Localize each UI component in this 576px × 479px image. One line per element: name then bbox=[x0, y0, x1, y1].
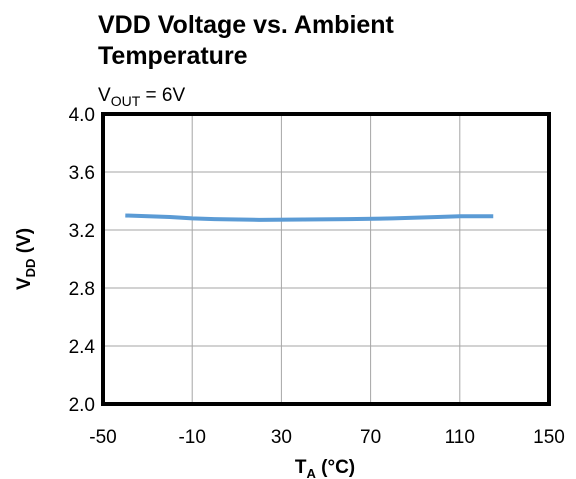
y-tick-label: 3.6 bbox=[69, 163, 95, 184]
y-tick-label: 2.8 bbox=[69, 279, 95, 300]
x-tick-label: -50 bbox=[89, 427, 116, 448]
chart-title: Temperature bbox=[98, 42, 248, 70]
y-tick-label: 4.0 bbox=[69, 105, 95, 126]
x-tick-label: 150 bbox=[533, 427, 565, 448]
y-axis-label: VDD (V) bbox=[14, 228, 38, 290]
y-tick-label: 2.0 bbox=[69, 395, 95, 416]
plot-frame bbox=[101, 112, 551, 406]
x-tick-label: -10 bbox=[178, 427, 205, 448]
data-line bbox=[125, 213, 494, 222]
x-tick-label: 110 bbox=[445, 427, 475, 448]
y-tick-label: 3.2 bbox=[69, 221, 95, 242]
y-tick-label: 2.4 bbox=[69, 337, 96, 358]
chart-subtitle: VOUT = 6V bbox=[98, 85, 185, 109]
chart-title: VDD Voltage vs. Ambient bbox=[98, 11, 395, 39]
x-tick-label: 70 bbox=[360, 427, 381, 448]
x-tick-label: 30 bbox=[271, 427, 292, 448]
x-axis-label: TA (°C) bbox=[295, 457, 355, 479]
